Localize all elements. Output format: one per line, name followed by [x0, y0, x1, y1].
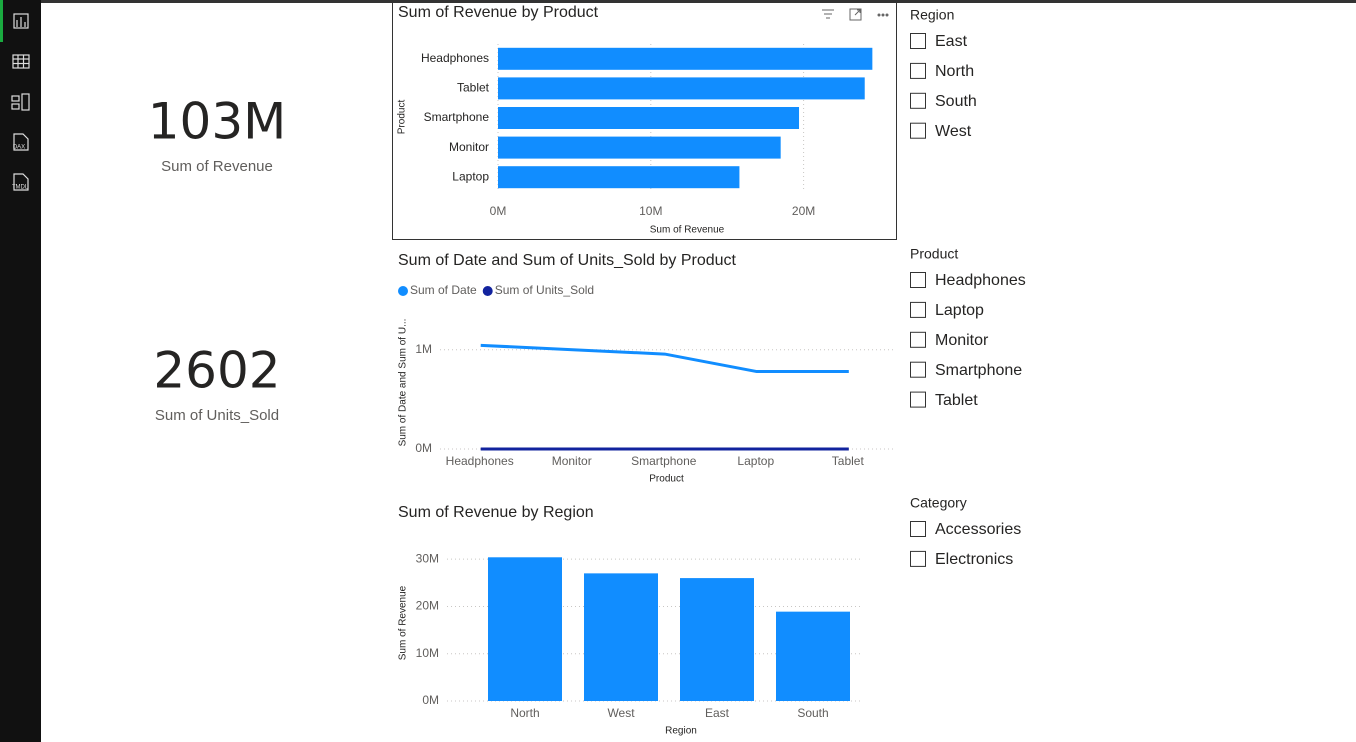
- y-tick-label: 30M: [416, 551, 439, 565]
- slicer-checkbox[interactable]: [910, 92, 926, 109]
- chart-title: Sum of Revenue by Product: [398, 4, 599, 21]
- y-tick-label: Headphones: [421, 51, 489, 65]
- slicer-checkbox[interactable]: [910, 391, 926, 408]
- x-tick-label: Monitor: [552, 454, 592, 468]
- slicer-item[interactable]: East: [935, 33, 968, 50]
- x-tick-label: South: [797, 706, 828, 720]
- x-tick-label: West: [607, 706, 635, 720]
- sidebar-label: TMDL: [12, 185, 29, 191]
- bar: [488, 557, 562, 701]
- sidebar: [0, 0, 41, 742]
- slicer-checkbox[interactable]: [910, 361, 926, 378]
- y-tick-label: Smartphone: [424, 110, 490, 124]
- more-options-icon[interactable]: [877, 13, 889, 17]
- bar: [498, 136, 781, 159]
- x-tick-label: East: [705, 706, 730, 720]
- x-tick-label: Tablet: [832, 454, 865, 468]
- x-axis-title: Product: [649, 474, 684, 485]
- visual-border: [392, 2, 897, 240]
- slicer-item[interactable]: West: [935, 123, 972, 140]
- x-tick-label: 0M: [490, 204, 507, 218]
- y-tick-label: 1M: [415, 342, 432, 356]
- chart-title: Sum of Date and Sum of Units_Sold by Pro…: [398, 252, 737, 269]
- slicer-title: Region: [910, 7, 954, 23]
- x-tick-label: Smartphone: [631, 454, 697, 468]
- slicer-item[interactable]: Smartphone: [935, 362, 1022, 379]
- slicer-checkbox[interactable]: [910, 301, 926, 318]
- y-tick-label: 0M: [422, 693, 439, 707]
- legend-label: Sum of Units_Sold: [495, 283, 594, 297]
- card-value: 103M: [148, 93, 287, 151]
- bar: [498, 166, 740, 189]
- legend-marker: [398, 286, 408, 296]
- slicer-checkbox[interactable]: [910, 122, 926, 139]
- table-view-icon[interactable]: [12, 54, 30, 69]
- top-border: [0, 0, 1356, 3]
- y-tick-label: Monitor: [449, 140, 489, 154]
- sidebar-icons: [11, 13, 30, 191]
- card-value: 2602: [153, 342, 280, 400]
- x-tick-label: 20M: [792, 204, 815, 218]
- y-tick-label: 10M: [416, 646, 439, 660]
- slicer-item[interactable]: Laptop: [935, 302, 984, 319]
- slicer-title: Category: [910, 495, 967, 511]
- card-label: Sum of Revenue: [161, 158, 273, 175]
- bar: [498, 107, 800, 129]
- bar: [498, 77, 865, 100]
- x-tick-label: Laptop: [737, 454, 774, 468]
- bar: [680, 578, 754, 701]
- slicer-checkbox[interactable]: [910, 33, 926, 49]
- slicer-checkbox[interactable]: [910, 62, 926, 79]
- bar: [584, 573, 658, 701]
- legend-marker: [482, 286, 493, 296]
- legend-label: Sum of Date: [410, 283, 477, 297]
- visual-header-icons: [822, 8, 889, 21]
- x-tick-label: North: [510, 706, 539, 720]
- x-tick-label: Headphones: [446, 454, 514, 468]
- slicer-checkbox[interactable]: [910, 550, 926, 567]
- y-tick-label: 20M: [416, 599, 439, 613]
- x-axis-title: Region: [665, 726, 697, 737]
- y-tick-label: Tablet: [457, 81, 490, 95]
- y-tick-label: 0M: [415, 441, 432, 455]
- slicer-item[interactable]: Tablet: [935, 392, 978, 409]
- tmdl-view-icon[interactable]: [13, 173, 29, 191]
- x-tick-label: 10M: [639, 204, 662, 218]
- y-axis-title: Product: [397, 100, 408, 135]
- slicer-item[interactable]: Electronics: [935, 551, 1013, 568]
- slicer-checkbox[interactable]: [910, 272, 926, 288]
- active-indicator: [0, 0, 3, 42]
- slicer-item[interactable]: Headphones: [935, 272, 1026, 289]
- bar: [498, 47, 873, 70]
- focus-mode-icon[interactable]: [849, 8, 862, 21]
- report-view-icon[interactable]: [13, 13, 29, 29]
- dax-view-icon[interactable]: [13, 133, 29, 151]
- y-axis-title: Sum of Date and Sum of U...: [398, 319, 409, 447]
- slicer-item[interactable]: Monitor: [935, 332, 989, 349]
- line-series: [480, 343, 849, 374]
- slicer-checkbox[interactable]: [910, 331, 926, 348]
- filter-icon[interactable]: [822, 9, 834, 19]
- slicer-item[interactable]: Accessories: [935, 521, 1021, 538]
- slicer-item[interactable]: South: [935, 93, 977, 110]
- chart-title: Sum of Revenue by Region: [398, 504, 594, 521]
- sidebar-label: DAX: [13, 145, 25, 151]
- slicer-checkbox[interactable]: [910, 521, 926, 537]
- slicer-item[interactable]: North: [935, 63, 974, 80]
- model-view-icon[interactable]: [11, 93, 30, 111]
- y-tick-label: Laptop: [452, 169, 489, 183]
- bar: [776, 611, 850, 701]
- y-axis-title: Sum of Revenue: [398, 585, 409, 660]
- slicer-title: Product: [910, 246, 958, 262]
- card-label: Sum of Units_Sold: [155, 407, 279, 424]
- x-axis-title: Sum of Revenue: [650, 225, 725, 236]
